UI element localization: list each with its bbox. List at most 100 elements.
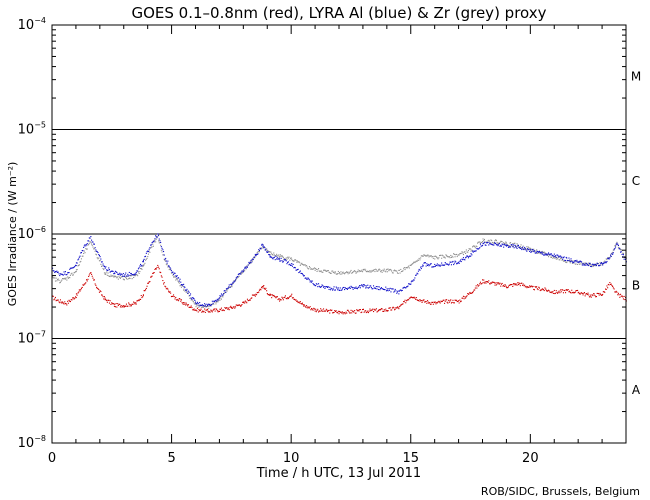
series-point: [434, 263, 436, 265]
series-point: [434, 301, 436, 303]
series-point: [297, 261, 299, 263]
series-point: [549, 254, 551, 256]
series-point: [434, 265, 436, 267]
series-point: [414, 277, 416, 279]
series-point: [365, 269, 367, 271]
series-point: [345, 272, 347, 274]
series-point: [288, 297, 290, 299]
series-point: [388, 270, 390, 272]
series-point: [271, 294, 273, 296]
series-point: [483, 240, 485, 242]
series-point: [587, 263, 589, 265]
series-point: [373, 311, 375, 313]
series-point: [495, 282, 497, 284]
series-point: [322, 285, 324, 287]
series-point: [451, 255, 453, 257]
series-point: [606, 259, 608, 261]
series-point: [519, 285, 521, 287]
series-point: [250, 259, 252, 261]
series-point: [495, 244, 497, 246]
series-point: [240, 305, 242, 307]
series-point: [349, 312, 351, 314]
series-point: [363, 284, 365, 286]
series-point: [244, 300, 246, 302]
series-point: [615, 246, 617, 248]
series-point: [147, 253, 149, 255]
series-point: [565, 256, 567, 258]
series-point: [175, 279, 177, 281]
series-point: [271, 257, 273, 259]
series-point: [171, 295, 173, 297]
series-point: [242, 270, 244, 272]
series-point: [100, 263, 102, 265]
series-point: [562, 292, 564, 294]
series-point: [52, 295, 54, 297]
series-point: [359, 270, 361, 272]
series-point: [555, 258, 557, 260]
series-point: [317, 286, 319, 288]
series-point: [140, 263, 142, 265]
series-point: [79, 255, 81, 257]
series-point: [571, 289, 573, 291]
series-point: [271, 256, 273, 258]
series-point: [557, 254, 559, 256]
series-point: [608, 258, 610, 260]
series-point: [230, 306, 232, 308]
series-point: [108, 275, 110, 277]
series-point: [403, 286, 405, 288]
series-point: [295, 269, 297, 271]
series-point: [115, 271, 117, 273]
series-point: [515, 246, 517, 248]
series-point: [378, 289, 380, 291]
series-point: [279, 257, 281, 259]
series-point: [590, 265, 592, 267]
series-point: [152, 240, 154, 242]
series-point: [372, 288, 374, 290]
series-point: [612, 287, 614, 289]
series-point: [349, 286, 351, 288]
series-point: [380, 308, 382, 310]
series-point: [580, 263, 582, 265]
series-point: [552, 255, 554, 257]
series-point: [237, 276, 239, 278]
series-point: [103, 265, 105, 267]
series-point: [107, 269, 109, 271]
series-point: [279, 260, 281, 262]
series-point: [394, 288, 396, 290]
series-point: [103, 272, 105, 274]
series-point: [445, 254, 447, 256]
series-point: [577, 263, 579, 265]
series-point: [93, 279, 95, 281]
series-point: [227, 288, 229, 290]
series-point: [332, 312, 334, 314]
series-point: [98, 289, 100, 291]
series-point: [415, 274, 417, 276]
series-point: [448, 301, 450, 303]
series-point: [584, 295, 586, 297]
series-point: [195, 303, 197, 305]
series-point: [324, 287, 326, 289]
series-point: [126, 275, 128, 277]
series-point: [355, 286, 357, 288]
series-point: [538, 251, 540, 253]
series-point: [472, 245, 474, 247]
series-point: [192, 297, 194, 299]
series-point: [150, 244, 152, 246]
series-point: [111, 270, 113, 272]
series-point: [553, 253, 555, 255]
series-point: [417, 299, 419, 301]
series-point: [115, 303, 117, 305]
series-point: [619, 248, 621, 250]
series-point: [160, 246, 162, 248]
series-point: [133, 273, 135, 275]
series-point: [215, 303, 217, 305]
series-point: [470, 248, 472, 250]
series-point: [344, 287, 346, 289]
series-point: [218, 310, 220, 312]
series-point: [617, 292, 619, 294]
series-point: [188, 291, 190, 293]
series-point: [548, 289, 550, 291]
series-point: [97, 258, 99, 260]
series-point: [204, 303, 206, 305]
series-point: [305, 277, 307, 279]
